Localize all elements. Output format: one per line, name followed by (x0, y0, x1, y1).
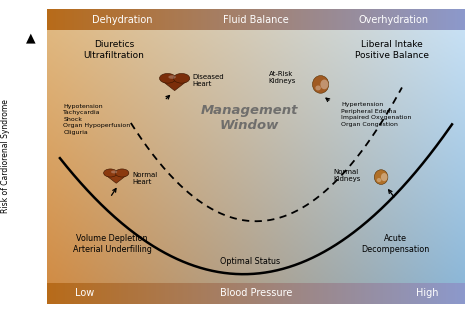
Text: High: High (416, 288, 438, 298)
Ellipse shape (315, 85, 321, 90)
Ellipse shape (173, 74, 190, 83)
Ellipse shape (115, 169, 129, 177)
Text: Low: Low (75, 288, 95, 298)
Text: Fluid Balance: Fluid Balance (223, 15, 289, 25)
Text: Liberal Intake
Positive Balance: Liberal Intake Positive Balance (355, 40, 428, 60)
Ellipse shape (320, 80, 328, 89)
Text: Acute
Decompensation: Acute Decompensation (362, 234, 430, 254)
Polygon shape (160, 80, 189, 91)
Ellipse shape (111, 171, 117, 173)
Text: Hypotension
Tachycardia
Shock
Organ Hypoperfusion
Oliguria: Hypotension Tachycardia Shock Organ Hypo… (63, 104, 130, 135)
Ellipse shape (312, 75, 329, 93)
Ellipse shape (381, 173, 388, 181)
Text: Volume Depletion
Arterial Underfilling: Volume Depletion Arterial Underfilling (73, 234, 152, 254)
Text: Diuretics
Ultrafiltration: Diuretics Ultrafiltration (84, 40, 145, 60)
Text: At-Risk
Kidneys: At-Risk Kidneys (268, 70, 296, 84)
Text: Dehydration: Dehydration (92, 15, 153, 25)
Text: Hypertension
Peripheral Edema
Impaired Oxygenation
Organ Congestion: Hypertension Peripheral Edema Impaired O… (341, 102, 412, 127)
Text: Optimal Status: Optimal Status (219, 257, 280, 265)
Ellipse shape (377, 178, 381, 182)
Ellipse shape (104, 169, 117, 177)
Text: Blood Pressure: Blood Pressure (220, 288, 292, 298)
Text: Diseased
Heart: Diseased Heart (192, 74, 224, 86)
Text: Normal
Heart: Normal Heart (132, 172, 157, 185)
Text: Overhydration: Overhydration (358, 15, 428, 25)
Text: Management
Window: Management Window (201, 104, 299, 132)
Text: Risk of Cardiorenal Syndrome: Risk of Cardiorenal Syndrome (1, 100, 10, 213)
Ellipse shape (168, 75, 176, 79)
Ellipse shape (159, 74, 176, 83)
Ellipse shape (374, 170, 388, 184)
Text: Normal
Kidneys: Normal Kidneys (333, 169, 361, 182)
Text: ▲: ▲ (26, 31, 36, 44)
Polygon shape (104, 174, 128, 183)
